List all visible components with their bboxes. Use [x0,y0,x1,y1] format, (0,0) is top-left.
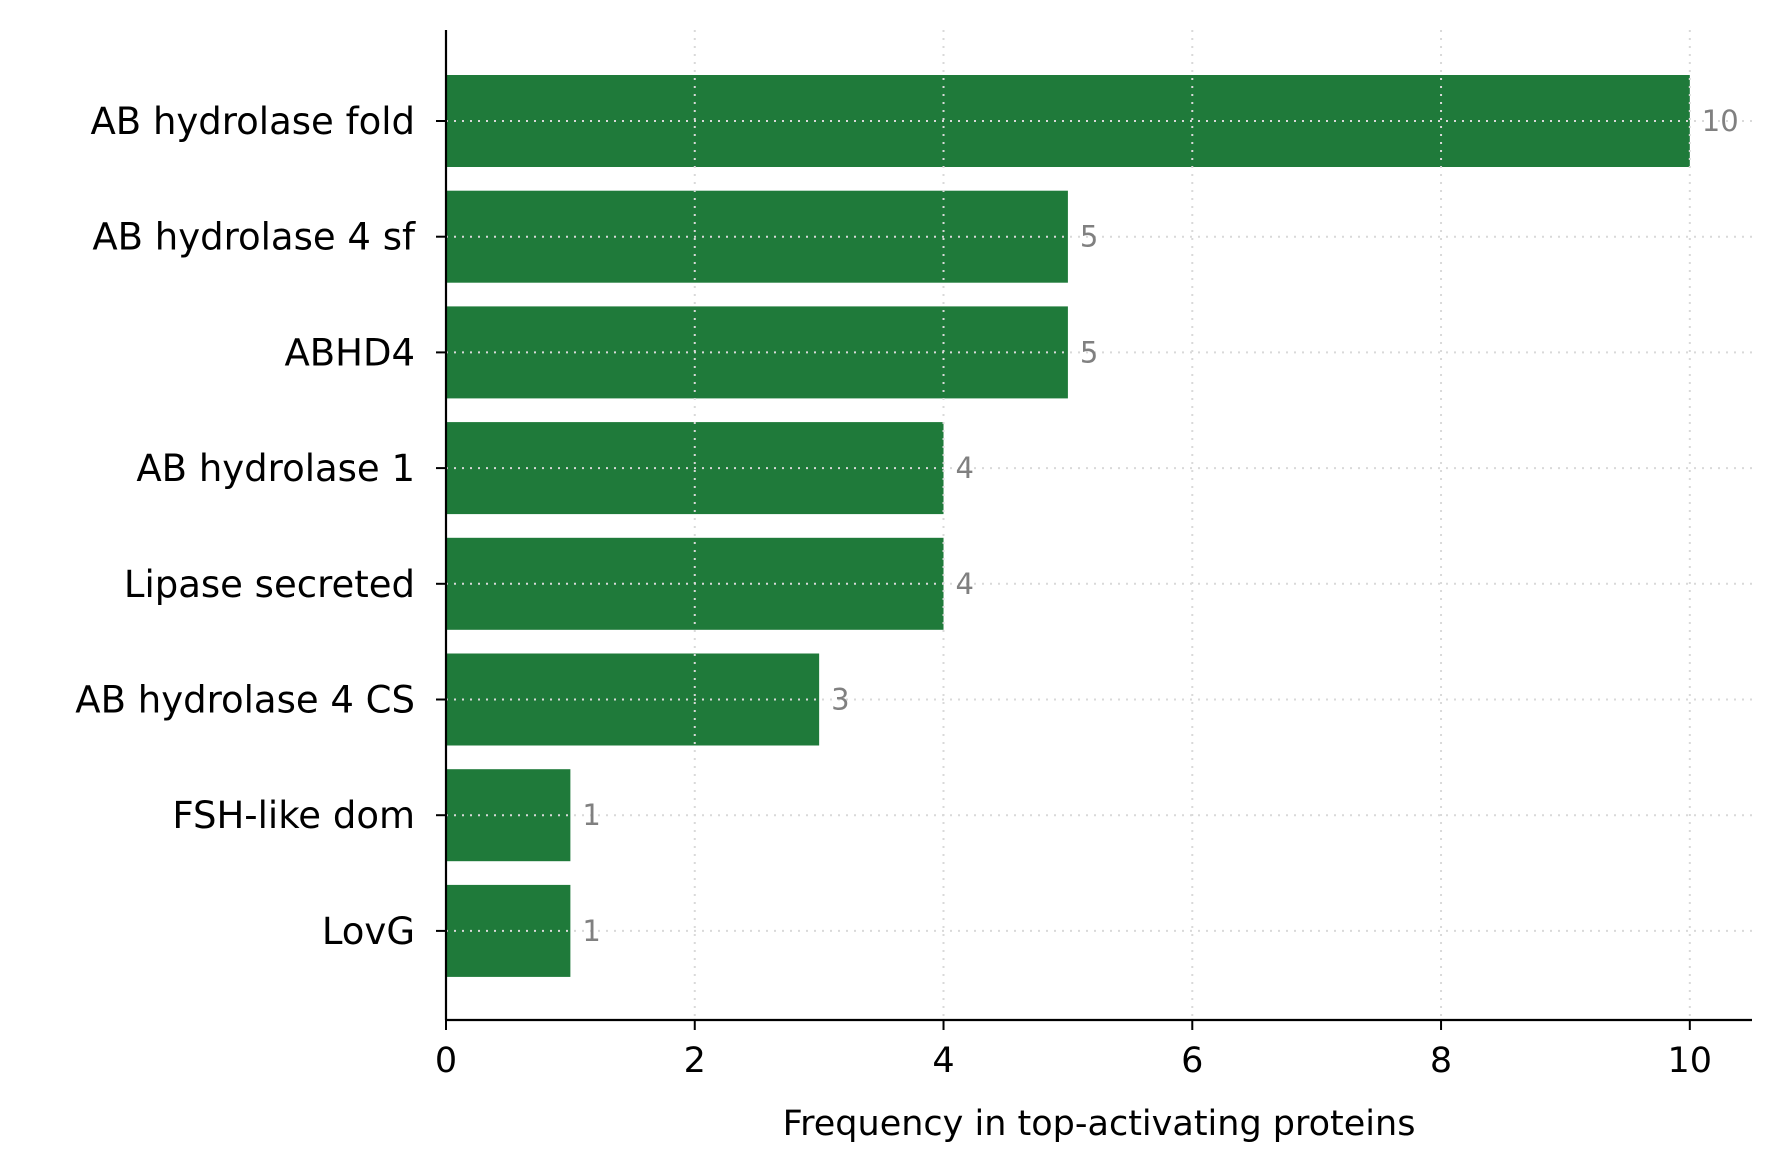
data-label: 5 [1080,220,1098,254]
bar [446,769,571,862]
bars [446,75,1690,977]
axes [444,30,1752,1022]
data-label: 5 [1080,335,1098,369]
y-tick-label: AB hydrolase fold [90,100,415,143]
bar [446,306,1068,399]
data-labels: 10 5 5 4 4 3 1 1 [582,104,1738,948]
data-label: 10 [1702,104,1739,138]
y-tick-label: Lipase secreted [124,563,415,606]
x-axis-title: Frequency in top-activating proteins [783,1104,1416,1144]
data-label: 3 [831,683,849,717]
y-tick-label: LovG [322,910,415,953]
x-tick-label: 4 [932,1041,954,1081]
x-tick-label: 10 [1668,1041,1713,1081]
y-tick-label: AB hydrolase 4 sf [92,216,416,259]
data-label: 4 [956,451,974,485]
grid-lines [446,30,1752,1020]
x-tick-label: 2 [684,1041,706,1081]
data-label: 1 [582,798,600,832]
bar [446,75,1690,167]
data-label: 1 [582,914,600,948]
y-tick-label: AB hydrolase 4 CS [75,679,415,722]
y-tick-label: AB hydrolase 1 [136,447,415,490]
bar [446,653,820,746]
bar [446,884,571,977]
x-tick-label: 6 [1181,1041,1203,1081]
ticks: 0 2 4 6 8 10 AB hydrolase fold AB hydrolase 4 s… [75,100,1712,1081]
y-tick-label: FSH-like dom [172,794,415,837]
bar [446,190,1068,283]
data-label: 4 [956,567,974,601]
x-tick-label: 8 [1430,1041,1452,1081]
y-tick-label: ABHD4 [284,331,415,374]
x-tick-label: 0 [435,1041,457,1081]
